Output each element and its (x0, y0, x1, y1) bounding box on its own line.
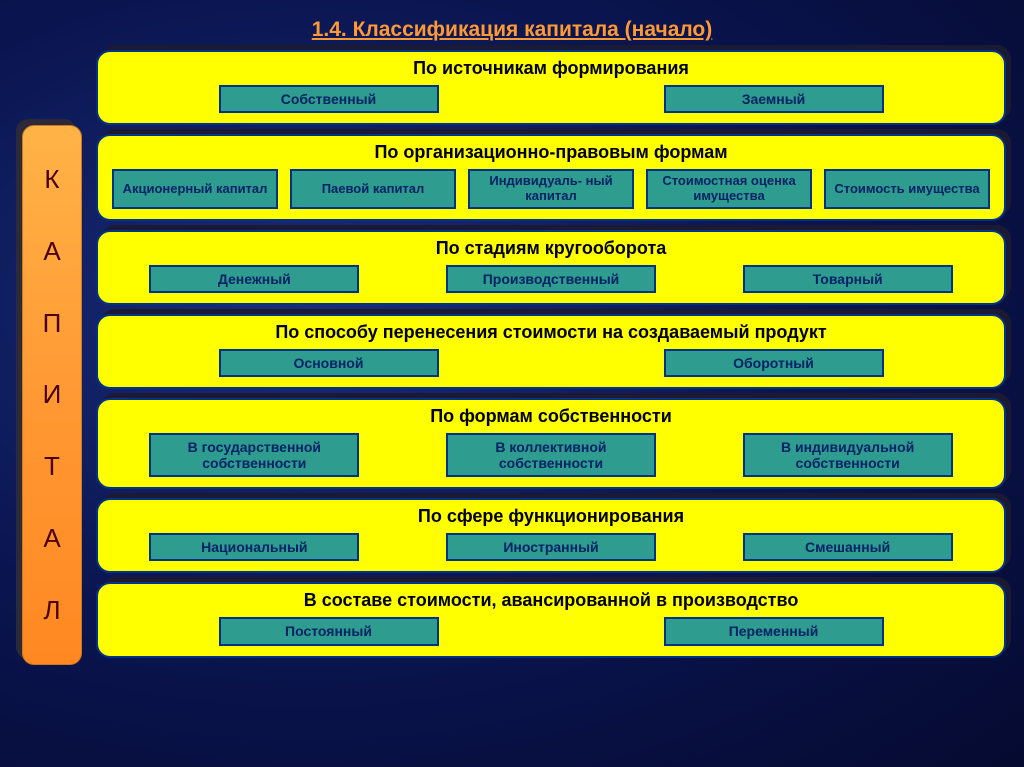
sidebar-letter: И (43, 379, 62, 410)
panel-body: По источникам формирования Собственный Зае… (96, 50, 1006, 125)
panel-body: По формам собственности В государственной… (96, 398, 1006, 489)
category-panel: По формам собственности В государственной… (96, 398, 1006, 489)
category-item: В коллективной собственности (446, 433, 656, 477)
category-item: В государственной собственности (149, 433, 359, 477)
panel-items-row: Национальный Иностранный Смешанный (112, 533, 990, 561)
category-panel: По способу перенесения стоимости на созд… (96, 314, 1006, 389)
category-item: Собственный (219, 85, 439, 113)
panel-body: По стадиям кругооборота Денежный Производс… (96, 230, 1006, 305)
panel-items-row: В государственной собственности В коллект… (112, 433, 990, 477)
panel-body: В составе стоимости, авансированной в пр… (96, 582, 1006, 657)
panel-heading: По сфере функционирования (112, 506, 990, 527)
panel-heading: По стадиям кругооборота (112, 238, 990, 259)
category-item: Товарный (743, 265, 953, 293)
panel-heading: По организационно-правовым формам (112, 142, 990, 163)
sidebar-letter: А (43, 236, 60, 267)
category-item: Переменный (664, 617, 884, 645)
category-item: Стоимостная оценка имущества (646, 169, 812, 209)
category-item: Производственный (446, 265, 656, 293)
main-layout: К А П И Т А Л По источникам формирования… (0, 50, 1024, 665)
category-panel: По стадиям кругооборота Денежный Производс… (96, 230, 1006, 305)
slide-title: 1.4. Классификация капитала (начало) (0, 0, 1024, 50)
panel-items-row: Постоянный Переменный (112, 617, 990, 645)
category-item: Индивидуаль- ный капитал (468, 169, 634, 209)
sidebar-letter: Л (43, 595, 60, 626)
panel-body: По сфере функционирования Национальный Ино… (96, 498, 1006, 573)
category-item: Постоянный (219, 617, 439, 645)
category-panel: По организационно-правовым формам Акционе… (96, 134, 1006, 221)
panel-heading: По способу перенесения стоимости на созд… (112, 322, 990, 343)
category-panel: По источникам формирования Собственный Зае… (96, 50, 1006, 125)
panel-heading: По формам собственности (112, 406, 990, 427)
panels-column: По источникам формирования Собственный Зае… (96, 50, 1006, 665)
panel-heading: В составе стоимости, авансированной в пр… (112, 590, 990, 611)
panel-body: По организационно-правовым формам Акционе… (96, 134, 1006, 221)
sidebar-vertical-label: К А П И Т А Л (22, 125, 82, 665)
category-item: В индивидуальной собственности (743, 433, 953, 477)
panel-body: По способу перенесения стоимости на созд… (96, 314, 1006, 389)
panel-items-row: Денежный Производственный Товарный (112, 265, 990, 293)
panel-items-row: Собственный Заемный (112, 85, 990, 113)
category-item: Стоимость имущества (824, 169, 990, 209)
category-item: Паевой капитал (290, 169, 456, 209)
sidebar-letter: Т (44, 451, 60, 482)
category-panel: По сфере функционирования Национальный Ино… (96, 498, 1006, 573)
sidebar-letter: А (43, 523, 60, 554)
category-item: Денежный (149, 265, 359, 293)
panel-items-row: Основной Оборотный (112, 349, 990, 377)
category-item: Акционерный капитал (112, 169, 278, 209)
category-item: Национальный (149, 533, 359, 561)
category-item: Иностранный (446, 533, 656, 561)
category-item: Оборотный (664, 349, 884, 377)
category-panel: В составе стоимости, авансированной в пр… (96, 582, 1006, 657)
sidebar-letter: П (43, 308, 62, 339)
panel-items-row: Акционерный капитал Паевой капитал Индивид… (112, 169, 990, 209)
sidebar-container: К А П И Т А Л (22, 125, 82, 665)
category-item: Заемный (664, 85, 884, 113)
category-item: Смешанный (743, 533, 953, 561)
sidebar-letter: К (44, 164, 59, 195)
category-item: Основной (219, 349, 439, 377)
panel-heading: По источникам формирования (112, 58, 990, 79)
